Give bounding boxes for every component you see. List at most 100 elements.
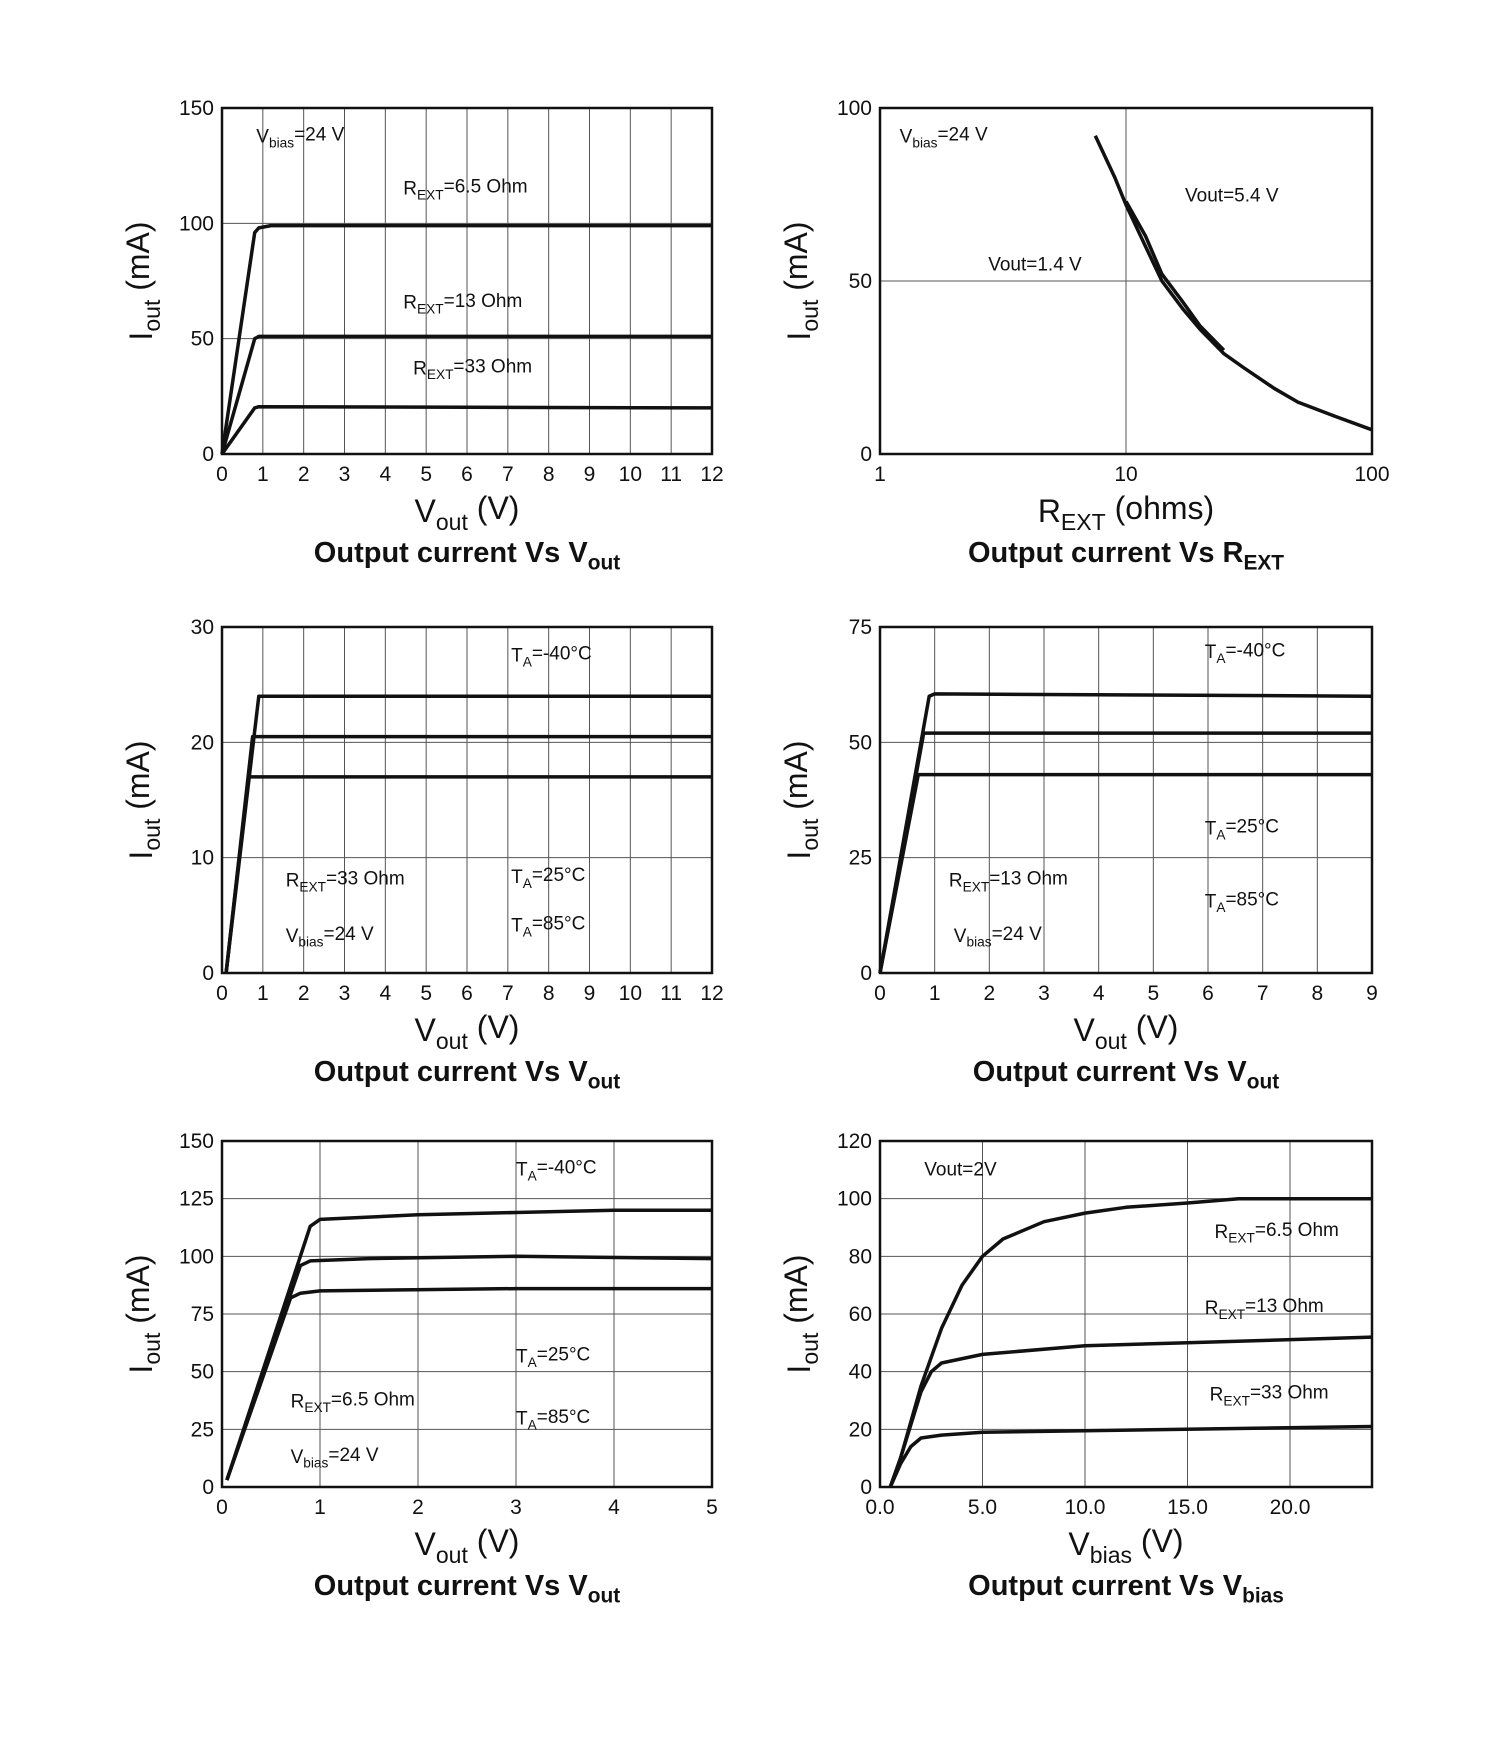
text-part: Output current Vs V <box>314 1056 589 1088</box>
text-part: =24 V <box>328 1445 379 1466</box>
x-tick-label: 3 <box>339 982 351 1005</box>
y-axis-label: Iout (mA) <box>778 221 823 340</box>
plot-frame <box>878 1139 1374 1489</box>
annotation: Vbias=24 V <box>291 1445 379 1471</box>
chart-title: Output current Vs Vout <box>314 1570 620 1607</box>
text-part: bias <box>1090 1542 1132 1568</box>
y-tick-label: 60 <box>849 1303 872 1326</box>
y-tick-label: 10 <box>191 847 214 870</box>
annotation: REXT=33 Ohm <box>413 357 532 383</box>
curve <box>888 1335 1373 1488</box>
x-tick-label: 20.0 <box>1270 1496 1311 1519</box>
text-part: V <box>415 493 437 529</box>
text-part: V <box>415 1526 437 1562</box>
text-part: R <box>949 871 963 892</box>
x-tick-label: 11 <box>660 463 682 486</box>
text-part: out <box>797 818 823 851</box>
text-part: =-40°C <box>537 1158 597 1179</box>
annotation: Vout=5.4 V <box>1185 185 1279 206</box>
annotation: TA=25°C <box>1205 817 1279 843</box>
x-axis-label: Vout (V) <box>1074 1009 1179 1054</box>
annotation: TA=85°C <box>516 1407 590 1433</box>
text-part: EXT <box>1228 1231 1255 1246</box>
text-part: R <box>1215 1222 1229 1243</box>
text-part: bias <box>1242 1584 1284 1607</box>
curve <box>888 1196 1372 1488</box>
annotation: TA=25°C <box>511 865 585 891</box>
y-tick-label: 75 <box>849 616 872 639</box>
x-tick-label: 1 <box>257 982 269 1005</box>
text-part: Output current Vs V <box>314 537 589 569</box>
y-axis-label: Iout (mA) <box>120 221 165 340</box>
text-part: EXT <box>1223 1393 1250 1408</box>
y-tick-label: 30 <box>191 616 214 639</box>
x-tick-label: 2 <box>298 982 310 1005</box>
text-part: out <box>436 509 469 535</box>
annotation: REXT=33 Ohm <box>286 869 405 895</box>
text-part: V <box>256 127 269 148</box>
x-axis-label: Vbias (V) <box>1068 1523 1183 1568</box>
plot-frame <box>220 1139 714 1489</box>
plot-frame <box>878 625 1374 975</box>
x-tick-label: 0.0 <box>865 1496 894 1519</box>
text-part: A <box>1216 827 1226 842</box>
annotation: REXT=6.5 Ohm <box>291 1390 415 1416</box>
text-part: =85°C <box>1225 889 1279 910</box>
y-tick-label: 150 <box>179 1130 214 1153</box>
text-part: out <box>139 299 165 332</box>
text-part: (V) <box>468 490 520 526</box>
y-tick-label: 0 <box>202 962 214 985</box>
y-tick-label: 0 <box>202 1476 214 1499</box>
x-tick-label: 2 <box>412 1496 424 1519</box>
x-axis-label: Vout (V) <box>415 490 520 535</box>
annotation: TA=25°C <box>516 1345 590 1371</box>
text-part: V <box>1068 1526 1090 1562</box>
x-tick-label: 6 <box>461 463 473 486</box>
text-part: Vout=1.4 V <box>988 255 1082 276</box>
x-tick-label: 3 <box>339 463 351 486</box>
x-tick-label: 10 <box>619 463 642 486</box>
text-part: out <box>797 1332 823 1365</box>
curve <box>225 1208 712 1481</box>
text-part: T <box>1205 642 1217 663</box>
curve <box>225 1286 712 1481</box>
text-part: out <box>588 1070 621 1093</box>
text-part: V <box>286 926 299 947</box>
x-tick-label: 0 <box>216 1496 228 1519</box>
text-part: A <box>523 654 533 669</box>
curve <box>220 223 712 455</box>
y-tick-label: 0 <box>860 443 872 466</box>
x-tick-label: 100 <box>1354 463 1389 486</box>
y-tick-label: 25 <box>191 1418 214 1441</box>
y-tick-label: 25 <box>849 847 872 870</box>
text-part: R <box>1210 1385 1224 1406</box>
text-part: T <box>511 867 523 888</box>
text-part: (V) <box>1127 1009 1179 1045</box>
text-part: Output current Vs V <box>973 1056 1248 1088</box>
text-part: T <box>511 646 523 667</box>
text-part: bias <box>966 935 991 950</box>
x-tick-label: 15.0 <box>1167 1496 1208 1519</box>
chart-title: Output current Vs Vbias <box>968 1570 1284 1607</box>
text-part: =25°C <box>1225 817 1279 838</box>
y-tick-label: 50 <box>191 328 214 351</box>
text-part: R <box>1205 1298 1219 1319</box>
annotation: TA=-40°C <box>511 644 592 670</box>
text-part: A <box>1216 900 1226 915</box>
text-part: bias <box>269 135 294 150</box>
x-tick-label: 5.0 <box>968 1496 997 1519</box>
x-axis-label: Vout (V) <box>415 1009 520 1054</box>
text-part: =33 Ohm <box>453 357 532 378</box>
y-axis-label: Iout (mA) <box>778 1254 823 1373</box>
x-tick-label: 10 <box>1114 463 1137 486</box>
x-tick-label: 0 <box>216 982 228 1005</box>
text-part: =33 Ohm <box>326 869 405 890</box>
text-part: EXT <box>304 1400 331 1415</box>
y-tick-label: 0 <box>860 962 872 985</box>
y-tick-label: 80 <box>849 1245 872 1268</box>
text-part: T <box>511 915 523 936</box>
curve <box>1124 200 1226 352</box>
text-part: =6.5 Ohm <box>1255 1220 1339 1241</box>
text-part: =25°C <box>532 865 586 886</box>
text-part: =85°C <box>537 1407 591 1428</box>
